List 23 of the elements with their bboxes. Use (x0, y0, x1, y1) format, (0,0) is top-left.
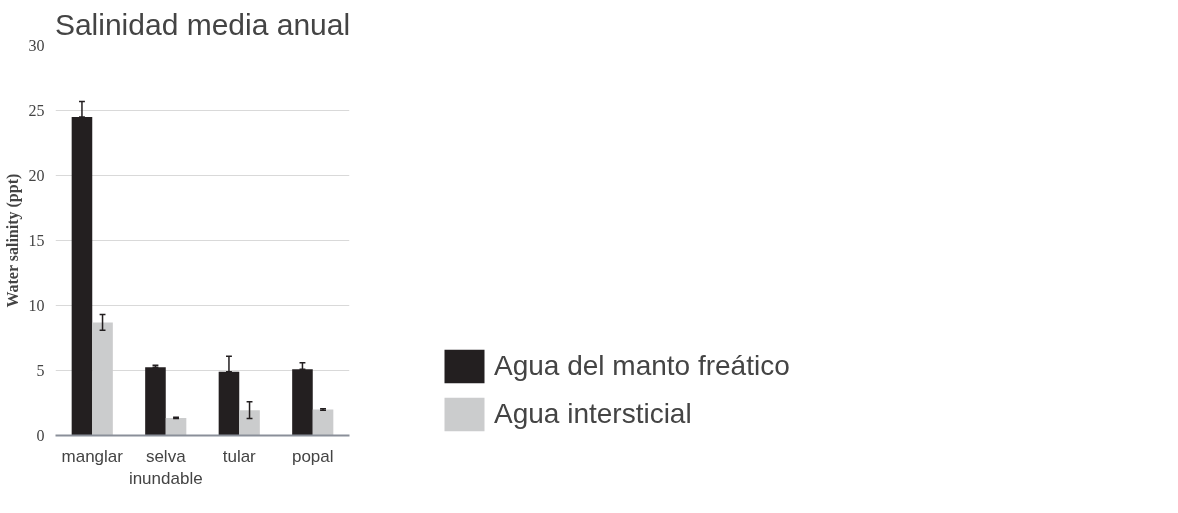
x-tick-label: manglar (61, 446, 124, 466)
bar (292, 369, 313, 436)
y-tick-label: 10 (28, 297, 45, 314)
x-tick-label: tular (222, 446, 257, 466)
y-tick-label: 25 (28, 102, 45, 119)
bar (145, 367, 166, 436)
bar (71, 117, 93, 436)
y-tick-label: 20 (28, 167, 45, 184)
bar (165, 417, 187, 436)
y-axis-title: Water salinity (ppt) (3, 173, 22, 308)
x-tick-label: popal (291, 446, 334, 466)
y-tick-label: 0 (36, 427, 45, 444)
x-tick-label: selva inundable (128, 446, 203, 489)
bar (92, 322, 113, 436)
y-tick-label: 5 (36, 362, 45, 379)
y-tick-label: 15 (28, 232, 45, 249)
bar (239, 410, 260, 436)
y-tick-label: 30 (28, 37, 45, 54)
bar (312, 409, 334, 436)
legend-label: Agua intersticial (494, 398, 692, 430)
chart-title: Salinidad media anual (54, 7, 351, 41)
bar (218, 371, 240, 436)
legend-label: Agua del manto freático (494, 350, 790, 382)
